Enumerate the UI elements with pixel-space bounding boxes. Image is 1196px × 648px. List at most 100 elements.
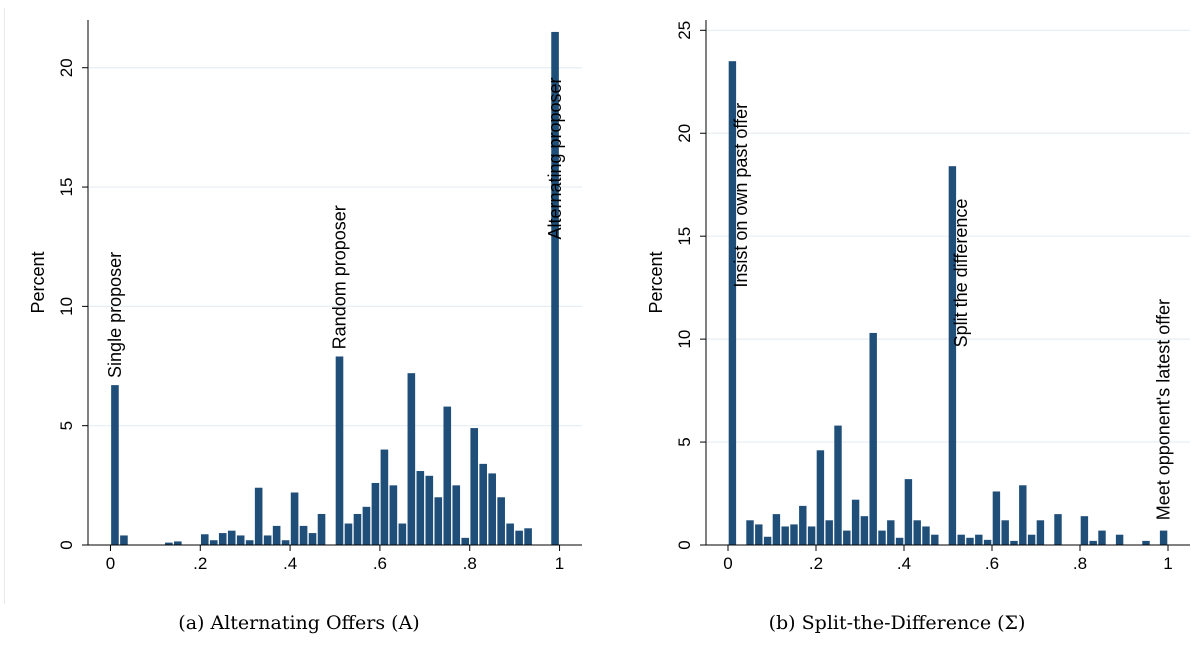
histogram-bar [120,535,128,545]
histogram-bar [887,520,895,545]
histogram-bar [1080,516,1089,545]
histogram-bar [443,406,452,545]
histogram-bar [992,491,1001,545]
histogram-alternating-offers: 0 5 10 15 20 0 .2 .4 .6 .8 1 Percent Single proposer… [28,20,582,573]
histogram-bar [263,535,272,545]
histogram-bar [1001,520,1009,545]
annotation-label: Split the difference [951,199,971,348]
histogram-bar [948,166,957,546]
histogram-bar [1010,540,1018,545]
histogram-bar [506,523,514,545]
histogram-bar [227,530,236,545]
histogram-bar [781,526,789,545]
panel-alternating-offers: 0 5 10 15 20 0 .2 .4 .6 .8 1 Percent Single proposer… [0,0,598,610]
histogram-bar [755,524,763,545]
histogram-bar [308,533,317,545]
histogram-bar [922,526,930,545]
histogram-bar [763,536,772,545]
histogram-bar [434,497,443,545]
caption-b: (b) Split-the-Difference (Σ) [768,612,1026,634]
x-tick-label: 0 [106,554,115,573]
histogram-bar [416,471,425,545]
histogram-bar [470,428,479,545]
histogram-bar [245,540,254,545]
histogram-bar [878,530,886,545]
annotation-label: Meet opponent's latest offer [1154,299,1174,520]
histogram-bar [461,537,470,545]
histogram-bar [335,356,344,545]
histogram-bar [209,540,218,545]
histogram-bar [1089,540,1097,545]
histogram-bar [913,520,921,545]
annotation-label: Single proposer [105,252,125,378]
y-tick-label: 5 [675,437,694,446]
histogram-bar [1019,485,1027,545]
histogram-bar [174,541,182,545]
histogram-bar [1027,534,1036,545]
annotation-label: Random proposer [329,205,349,349]
x-tick-label: 0 [723,554,732,573]
histogram-bar [497,497,505,545]
annotation-label: Insist on own past offer [731,103,751,288]
histogram-bar [425,475,434,545]
histogram-bar [281,540,290,545]
histogram-bar [362,506,371,545]
histogram-bar [218,533,227,545]
histogram-bar [488,473,496,545]
histogram-bar [272,525,281,545]
y-tick-label: 5 [57,421,76,430]
histogram-bar [111,385,119,545]
histogram-bar [389,485,398,545]
histogram-bar [816,450,825,545]
histogram-bar [843,530,851,545]
histogram-bar [869,332,877,545]
x-tick-label: .6 [985,554,999,573]
histogram-bar [1054,514,1062,545]
histogram-bar [236,535,245,545]
y-tick-label: 20 [675,124,694,143]
histogram-bar [551,31,559,545]
histogram-bar [398,523,407,545]
histogram-bar [515,530,523,545]
histogram-bar [904,479,913,545]
caption-a: (a) Alternating Offers (A) [178,612,420,634]
y-tick-label: 25 [675,21,694,40]
histogram-bar [825,520,833,545]
y-axis-label: Percent [28,251,48,313]
histogram-bar [254,487,263,545]
histogram-bar [1115,534,1124,545]
histogram-bar [165,542,173,545]
histogram-bar [290,492,299,545]
histogram-bar [344,523,353,545]
y-tick-label: 20 [57,58,76,77]
y-tick-label: 0 [57,540,76,549]
histogram-bar [772,514,781,545]
y-tick-label: 0 [675,540,694,549]
histogram-bar [860,516,869,545]
histogram-bar [353,513,362,545]
histogram-bar [983,539,992,545]
x-tick-label: .8 [1073,554,1087,573]
histogram-bar [407,373,416,545]
histogram-bar [799,505,807,545]
histogram-bar [1159,530,1168,545]
histogram-bar [1036,520,1045,545]
histogram-bar [975,534,983,545]
histogram-split-the-difference: 0 5 10 15 20 25 0 .2 .4 .6 .8 1 Percent Insist on own… [646,20,1190,573]
histogram-bar [452,485,461,545]
histogram-bar [299,525,308,545]
histogram-bar [1142,540,1150,545]
y-tick-label: 10 [57,297,76,316]
annotation-label: Alternating proposer [545,77,565,239]
histogram-bar [931,534,939,545]
histogram-bar [807,526,816,545]
histogram-bar [380,449,389,545]
histogram-bar [790,524,798,545]
y-tick-label: 10 [675,330,694,349]
x-tick-label: .4 [897,554,911,573]
x-tick-label: .2 [193,554,207,573]
x-tick-label: .4 [283,554,297,573]
histogram-bar [728,61,737,545]
y-tick-label: 15 [675,227,694,246]
